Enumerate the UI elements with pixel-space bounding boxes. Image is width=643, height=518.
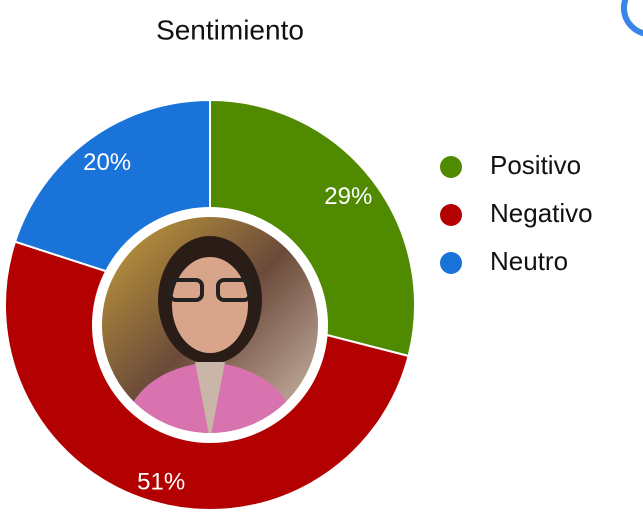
chart: Sentimiento Positivo Negativo Neutro 29% 51… [0, 0, 643, 518]
chart-title: Sentimiento [156, 14, 304, 45]
legend-label: Neutro [490, 246, 568, 276]
data-label: 51% [137, 468, 185, 495]
legend-marker [440, 156, 462, 178]
data-label: 20% [83, 149, 131, 176]
legend-label: Negativo [490, 198, 593, 228]
legend-marker [440, 204, 462, 226]
legend: Positivo Negativo Neutro [440, 150, 593, 276]
corner-icon [624, 0, 643, 34]
legend-marker [440, 252, 462, 274]
data-label: 29% [324, 183, 372, 210]
legend-label: Positivo [490, 150, 581, 180]
